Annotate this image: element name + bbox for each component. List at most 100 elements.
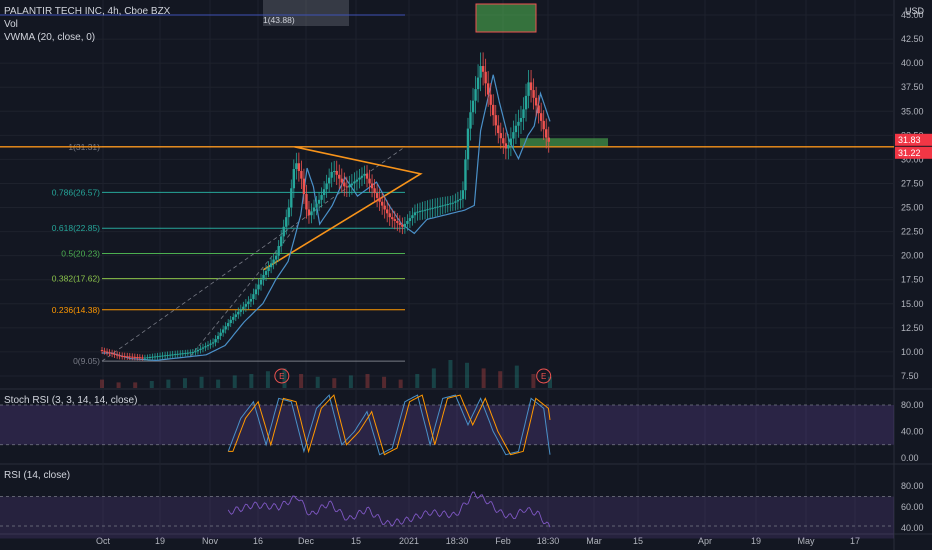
x-tick-label: 18:30 <box>537 536 560 546</box>
candle-body <box>418 211 422 213</box>
candle-body <box>244 304 248 307</box>
candle-body <box>300 170 303 179</box>
symbol-title: PALANTIR TECH INC, 4h, Cboe BZX <box>4 6 171 17</box>
candle-body <box>471 100 475 113</box>
volume-bar <box>481 368 486 388</box>
volume-bar <box>382 376 387 388</box>
candle-body <box>497 125 500 134</box>
candle-body <box>413 212 417 216</box>
fib-level-label: 0.382(17.62) <box>52 274 100 284</box>
candle-body <box>406 221 409 224</box>
candle-body <box>232 316 235 320</box>
candle-body <box>249 298 253 302</box>
vwma-line <box>102 74 551 362</box>
candle-body <box>201 347 205 349</box>
y-tick-label: 42.50 <box>901 34 924 44</box>
candle-body <box>375 193 379 198</box>
candle-body <box>476 77 480 90</box>
candle-body <box>446 204 449 206</box>
volume-bar <box>348 375 353 388</box>
candle-body <box>128 356 131 358</box>
candle-body <box>226 323 230 327</box>
rsi-tick-label: 60.00 <box>901 502 924 512</box>
candle-body <box>269 263 273 268</box>
candle-body <box>211 342 215 344</box>
candle-body <box>317 199 321 204</box>
x-tick-label: 15 <box>351 536 361 546</box>
candle-body <box>542 120 545 130</box>
x-tick-label: Dec <box>298 536 315 546</box>
volume-bar <box>514 365 519 388</box>
candle-body <box>196 350 200 352</box>
stoch-rsi-label: Stoch RSI (3, 3, 14, 14, close) <box>4 395 138 406</box>
candle-body <box>141 357 144 359</box>
candle-body <box>479 66 482 78</box>
vwma-label: VWMA (20, close, 0) <box>4 32 96 43</box>
volume-bar <box>282 368 287 388</box>
candle-body <box>234 314 237 317</box>
candle-body <box>464 159 467 191</box>
candle-body <box>436 206 439 208</box>
candle-body <box>110 353 114 355</box>
candle-body <box>524 95 528 110</box>
candle-body <box>330 171 333 178</box>
candle-body <box>315 203 318 208</box>
candle-body <box>416 211 419 213</box>
candle-body <box>545 129 548 138</box>
candle-body <box>517 121 520 126</box>
volume-bar <box>465 362 470 388</box>
volume-bar <box>431 368 436 388</box>
x-tick-label: May <box>797 536 815 546</box>
stoch-tick-label: 80.00 <box>901 400 924 410</box>
candle-body <box>459 198 462 201</box>
candle-body <box>252 294 255 299</box>
candle-body <box>532 90 535 98</box>
earnings-mark <box>536 368 552 384</box>
candle-body <box>153 356 157 358</box>
y-tick-label: 37.50 <box>901 82 924 92</box>
fib-level-label: 0(9.05) <box>73 356 100 366</box>
target-box <box>475 3 537 33</box>
x-tick-label: 2021 <box>399 536 419 546</box>
earnings-label: E <box>279 372 284 381</box>
candle-body <box>295 163 298 170</box>
x-tick-label: Oct <box>96 536 111 546</box>
candle-body <box>454 201 457 203</box>
candle-body <box>398 222 402 225</box>
candle-body <box>184 352 187 354</box>
rsi-tick-label: 40.00 <box>901 523 924 533</box>
stoch-tick-label: 40.00 <box>901 427 924 437</box>
candle-body <box>302 178 306 195</box>
candle-body <box>239 309 243 312</box>
candle-body <box>105 351 109 353</box>
candle-body <box>383 205 386 210</box>
candle-body <box>146 357 149 359</box>
y-tick-label: 30.00 <box>901 154 924 164</box>
rsi-tick-label: 80.00 <box>901 481 924 491</box>
candle-body <box>327 177 331 184</box>
candle-body <box>444 204 447 206</box>
candle-body <box>469 112 472 129</box>
y-tick-label: 25.00 <box>901 203 924 213</box>
volume-bar <box>498 371 503 388</box>
triangle-pattern <box>262 146 423 271</box>
candle-body <box>433 207 437 209</box>
candle-body <box>191 352 195 354</box>
candle-body <box>247 301 250 305</box>
x-tick-label: 18:30 <box>446 536 469 546</box>
candle-body <box>168 354 172 356</box>
candle-body <box>534 97 538 106</box>
stoch-d-line <box>228 394 551 456</box>
candle-body <box>370 183 374 189</box>
candle-body <box>297 163 301 171</box>
rsi-label: RSI (14, close) <box>4 470 71 481</box>
candle-body <box>388 213 391 218</box>
fib-level-label: 0.236(14.38) <box>52 305 100 315</box>
candle-body <box>237 311 240 315</box>
candle-body <box>393 219 396 222</box>
candle-body <box>280 236 283 247</box>
candle-body <box>312 207 316 212</box>
volume-bar <box>548 376 552 388</box>
candle-body <box>216 335 220 340</box>
